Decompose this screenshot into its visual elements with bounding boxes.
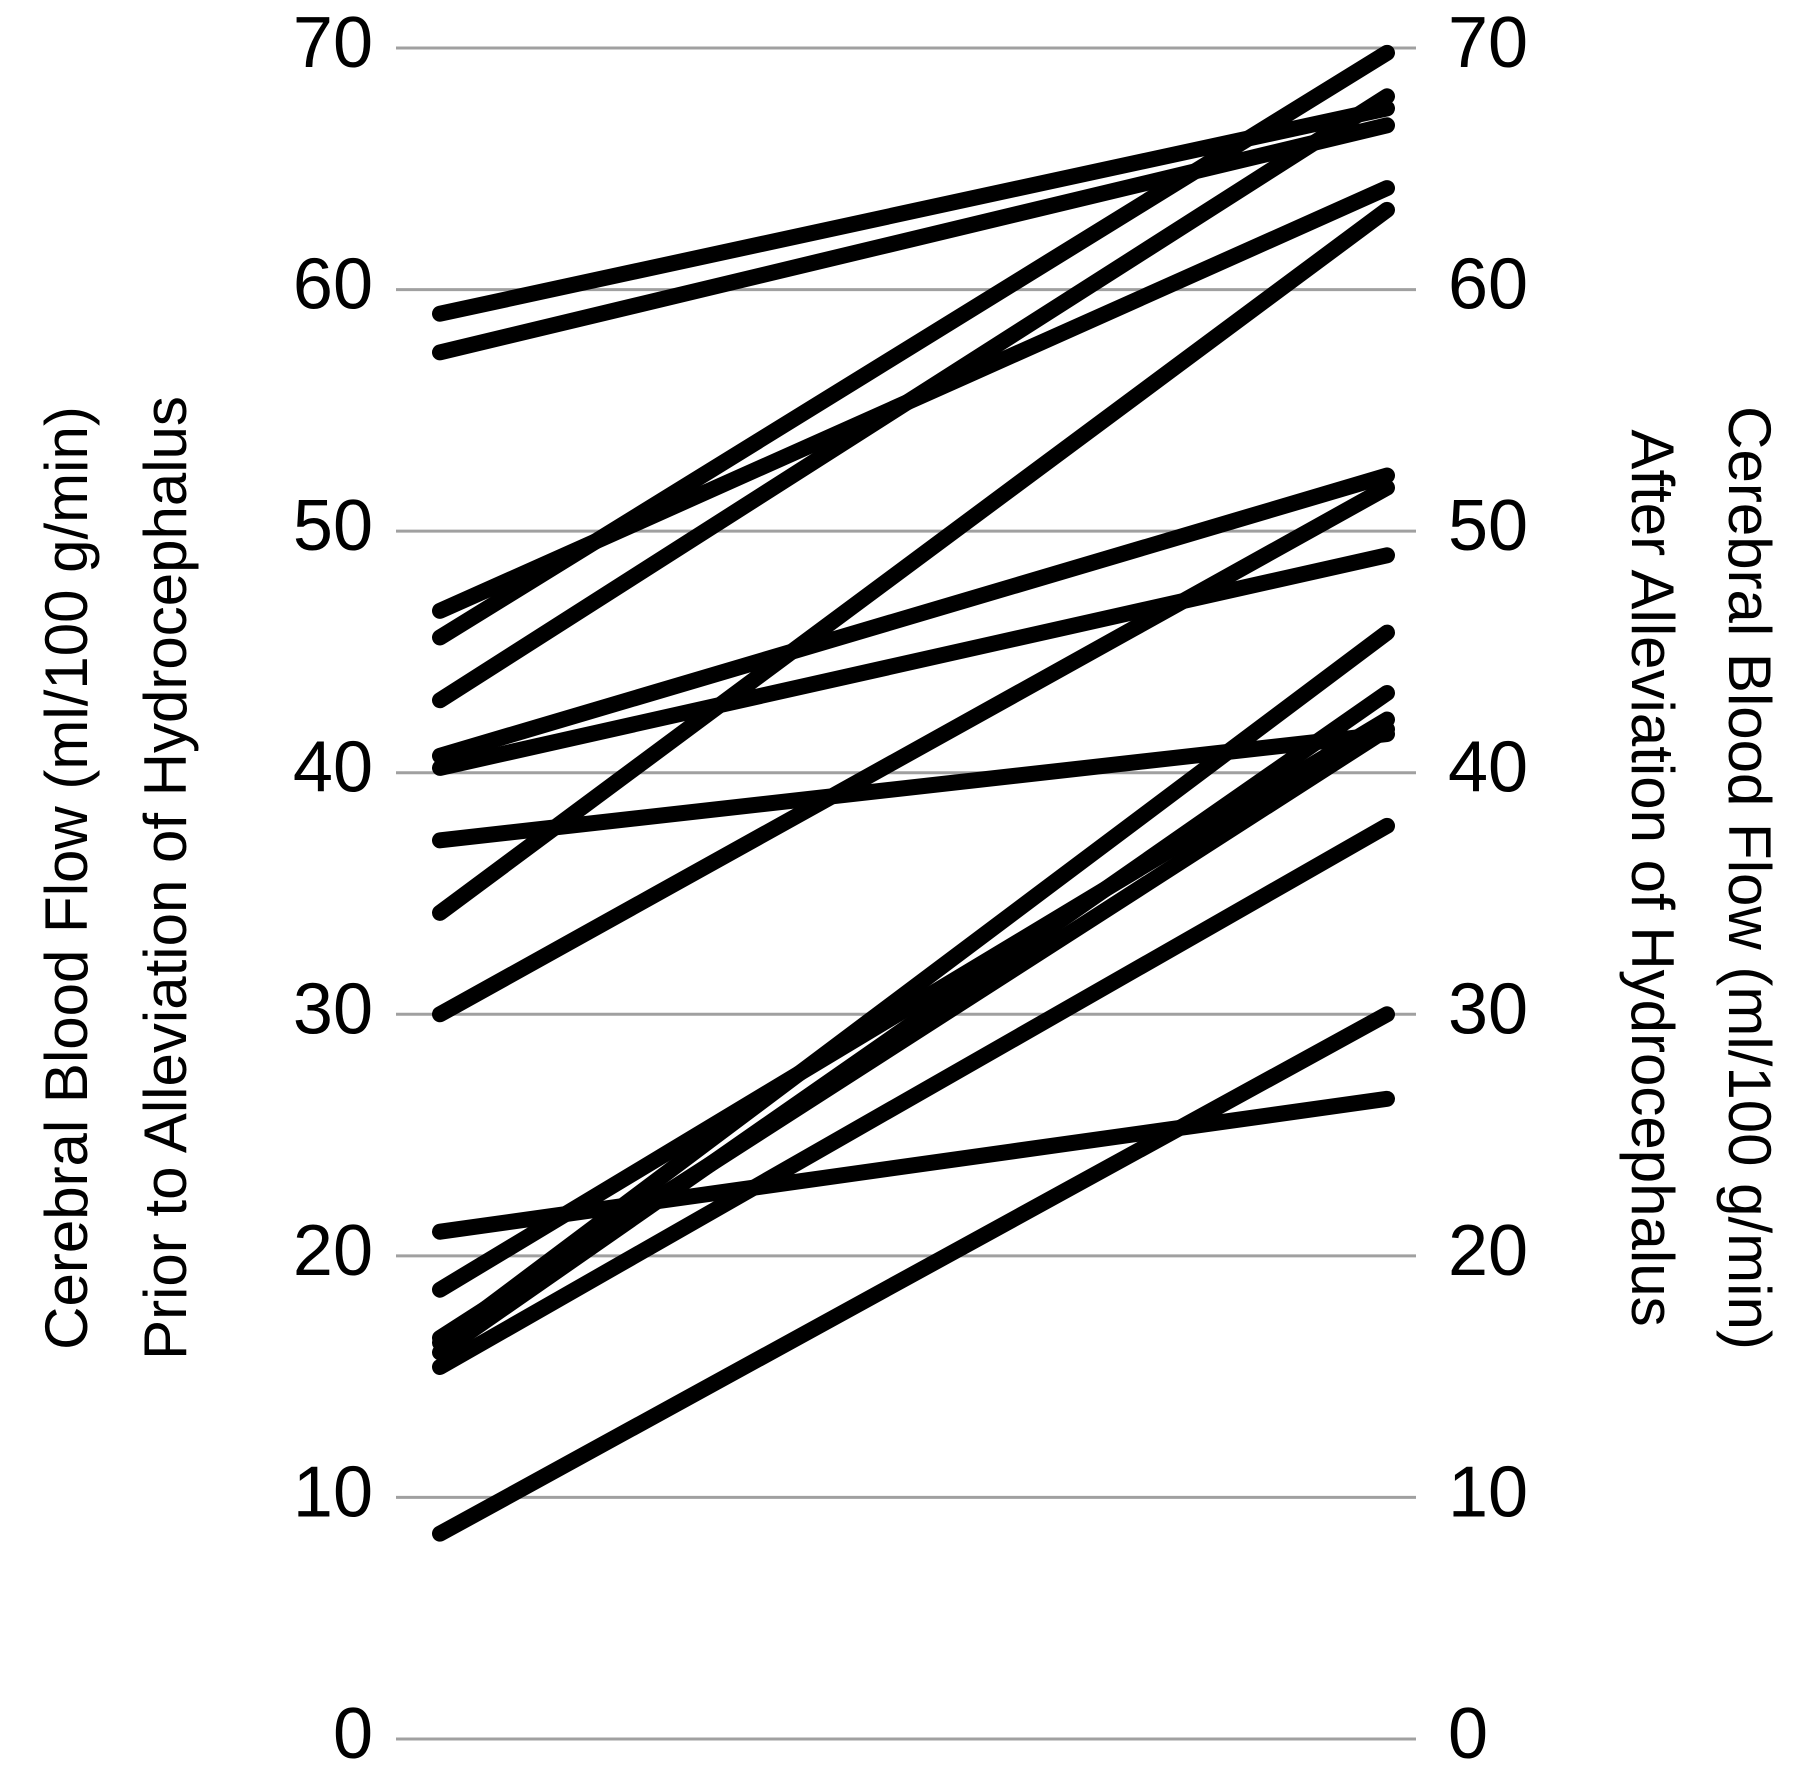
slope-line (432, 817, 1395, 1375)
y2-axis-title: Cerebral Blood Flow (ml/100 g/min) (1716, 406, 1783, 1350)
y2-tick-label: 20 (1448, 1211, 1528, 1291)
left-axis-title: Prior to Alleviation of Hydrocephalus (132, 396, 199, 1360)
y2-tick-label: 60 (1448, 245, 1528, 325)
right-axis-title: Cerebral Blood Flow (ml/100 g/min) (1716, 406, 1783, 1350)
slope-line (432, 44, 1395, 646)
y-tick-label: 40 (293, 728, 373, 808)
y-tick-label: 30 (293, 969, 373, 1049)
y-tick-label: 10 (293, 1452, 373, 1532)
slope-line (432, 117, 1395, 361)
y-axis-title: Prior to Alleviation of Hydrocephalus (132, 396, 199, 1360)
y2-tick-label: 0 (1448, 1694, 1488, 1774)
slope-line (432, 479, 1395, 1023)
slope-line (432, 88, 1395, 709)
right-axis-title: After Alleviation of Hydrocephalus (1619, 429, 1686, 1326)
y-tick-label: 50 (293, 486, 373, 566)
y-tick-label: 60 (293, 245, 373, 325)
y-tick-label: 20 (293, 1211, 373, 1291)
y-axis-title: Cerebral Blood Flow (ml/100 g/min) (33, 406, 100, 1350)
y2-tick-label: 40 (1448, 728, 1528, 808)
slope-line (432, 1090, 1395, 1240)
slope-line (432, 467, 1395, 764)
slope-line (432, 684, 1395, 1361)
y2-tick-label: 70 (1448, 3, 1528, 83)
left-axis-title: Cerebral Blood Flow (ml/100 g/min) (33, 406, 100, 1350)
slope-line (432, 201, 1395, 921)
y-tick-label: 0 (333, 1694, 373, 1774)
y2-tick-label: 10 (1448, 1452, 1528, 1532)
slope-line (432, 1006, 1395, 1542)
slope-line (432, 624, 1395, 1351)
y2-tick-label: 50 (1448, 486, 1528, 566)
slope-line (432, 711, 1395, 1298)
slope-line (432, 547, 1395, 776)
y-tick-label: 70 (293, 3, 373, 83)
y2-tick-label: 30 (1448, 969, 1528, 1049)
y2-axis-title: After Alleviation of Hydrocephalus (1619, 429, 1686, 1326)
